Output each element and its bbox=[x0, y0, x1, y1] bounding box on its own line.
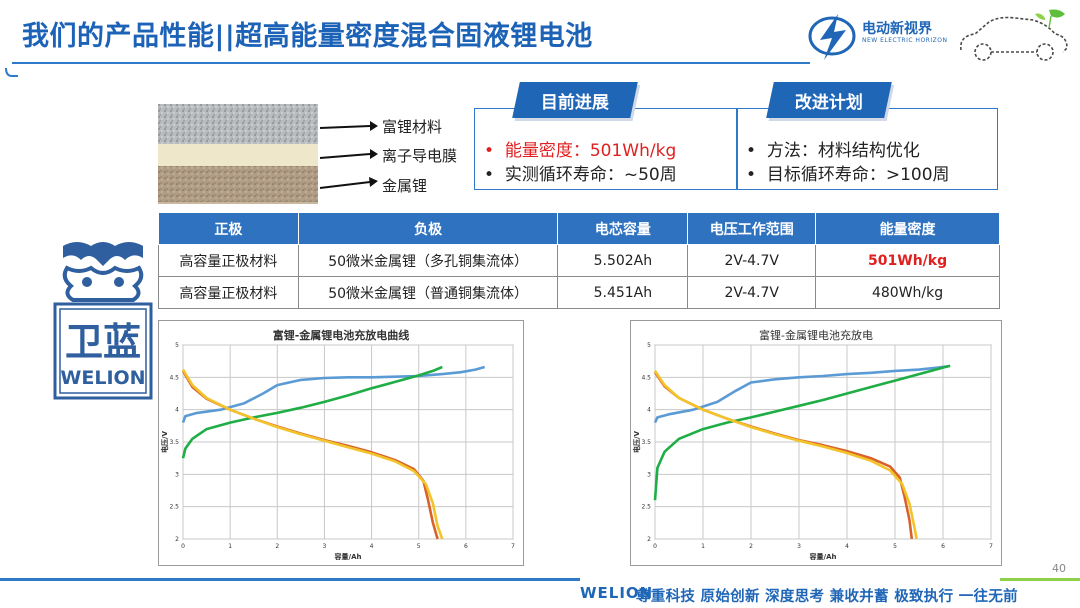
progress-item-cycle-life: • 实测循环寿命：~50周 bbox=[484, 165, 677, 185]
layer-label-lithium-metal: 金属锂 bbox=[382, 177, 428, 195]
x-axis-label: 容量/Ah bbox=[809, 552, 837, 561]
table-cell: 2V-4.7V bbox=[687, 244, 817, 277]
plan-item-method: • 方法：材料结构优化 bbox=[746, 141, 920, 161]
y-tick-label: 5 bbox=[647, 342, 651, 349]
svg-text:卫蓝: 卫蓝 bbox=[65, 320, 141, 364]
welion-seal-logo: 卫蓝 WELION bbox=[53, 242, 153, 400]
charge-discharge-chart-left: 富锂-金属锂电池充放电曲线 0 1 2 3 4 5 6 7 2 2.5 3 3.5 4 4.5 5 容量/Ah… bbox=[158, 320, 524, 566]
footer-line-blue bbox=[0, 578, 580, 581]
x-tick-label: 5 bbox=[417, 543, 421, 550]
column-header: 能量密度 bbox=[815, 212, 1000, 245]
y-tick-label: 3.5 bbox=[641, 439, 651, 446]
plan-badge: 改进计划 bbox=[766, 82, 892, 118]
y-tick-label: 5 bbox=[175, 342, 179, 349]
x-tick-label: 7 bbox=[511, 543, 515, 550]
y-tick-label: 2.5 bbox=[169, 504, 179, 511]
charge-discharge-chart-right: 富锂-金属锂电池充放电 0 1 2 3 4 5 6 7 2 2.5 3 3.5 4 4.5 5 容量/Ah 电压… bbox=[630, 320, 1002, 566]
page-title: 我们的产品性能||超高能量密度混合固液锂电池 bbox=[22, 21, 593, 52]
x-tick-label: 4 bbox=[845, 543, 849, 550]
chart-title: 富锂-金属锂电池充放电 bbox=[759, 329, 873, 342]
column-header: 电芯容量 bbox=[557, 212, 689, 245]
series-line bbox=[653, 370, 918, 540]
y-tick-label: 3 bbox=[647, 471, 651, 478]
panel-divider bbox=[736, 108, 738, 190]
series-line bbox=[181, 368, 444, 540]
table-row: 高容量正极材料 50微米金属锂（多孔铜集流体） 5.502Ah 2V-4.7V … bbox=[158, 244, 1000, 277]
plan-item-target: • 目标循环寿命：>100周 bbox=[746, 165, 950, 185]
chart-plot: 0 1 2 3 4 5 6 7 2 2.5 3 3.5 4 4.5 5 容量/Ah 电压/V bbox=[632, 342, 993, 561]
table-cell: 480Wh/kg bbox=[815, 276, 1000, 309]
chart-title: 富锂-金属锂电池充放电曲线 bbox=[272, 329, 410, 342]
table-cell: 高容量正极材料 bbox=[158, 244, 299, 277]
x-tick-label: 6 bbox=[941, 543, 945, 550]
table-cell: 2V-4.7V bbox=[687, 276, 817, 309]
y-axis-label: 电压/V bbox=[160, 430, 169, 453]
table-cell: 高容量正极材料 bbox=[158, 276, 299, 309]
x-tick-label: 1 bbox=[228, 543, 232, 550]
brand-name: 电动新视界 bbox=[862, 21, 932, 37]
y-tick-label: 2.5 bbox=[641, 504, 651, 511]
x-tick-label: 6 bbox=[464, 543, 468, 550]
x-tick-label: 4 bbox=[370, 543, 374, 550]
series-line bbox=[181, 365, 443, 459]
table-header-row: 正极 负极 电芯容量 电压工作范围 能量密度 bbox=[158, 212, 1000, 245]
layer-label-rich-lithium: 富锂材料 bbox=[382, 118, 443, 136]
layer-arrows bbox=[319, 121, 378, 189]
chart-plot: 0 1 2 3 4 5 6 7 2 2.5 3 3.5 4 4.5 5 容量/Ah 电压/V bbox=[160, 342, 515, 561]
page-number: 40 bbox=[1052, 562, 1066, 575]
x-tick-label: 7 bbox=[989, 543, 993, 550]
x-tick-label: 0 bbox=[181, 543, 185, 550]
series-line bbox=[653, 365, 948, 424]
title-underline bbox=[12, 62, 810, 64]
y-tick-label: 3.5 bbox=[169, 439, 179, 446]
y-tick-label: 2 bbox=[647, 536, 651, 543]
y-tick-label: 2 bbox=[175, 536, 179, 543]
table-cell: 50微米金属锂（多孔铜集流体） bbox=[297, 244, 559, 277]
series-line bbox=[653, 364, 951, 501]
spec-table: 正极 负极 电芯容量 电压工作范围 能量密度 高容量正极材料 50微米金属锂（多… bbox=[158, 212, 1000, 309]
svg-text:WELION: WELION bbox=[60, 367, 145, 389]
column-header: 负极 bbox=[297, 212, 559, 245]
y-tick-label: 4 bbox=[647, 407, 651, 414]
x-tick-label: 5 bbox=[893, 543, 897, 550]
footer-slogan: 尊重科技 原始创新 深度思考 兼收并蓄 极致执行 一往无前 bbox=[636, 589, 1018, 605]
table-row: 高容量正极材料 50微米金属锂（普通铜集流体） 5.451Ah 2V-4.7V … bbox=[158, 276, 1000, 309]
table-cell: 5.451Ah bbox=[557, 276, 689, 309]
y-tick-label: 4.5 bbox=[641, 374, 651, 381]
title-hook-decoration bbox=[5, 67, 18, 77]
progress-item-energy-density: • 能量密度：501Wh/kg bbox=[484, 141, 677, 161]
table-cell-highlight: 501Wh/kg bbox=[815, 244, 1000, 277]
table-cell: 50微米金属锂（普通铜集流体） bbox=[297, 276, 559, 309]
footer-logo: WELION bbox=[580, 584, 654, 602]
x-tick-label: 2 bbox=[749, 543, 753, 550]
electric-car-icon bbox=[959, 9, 1068, 61]
column-header: 正极 bbox=[158, 212, 299, 245]
y-axis-label: 电压/V bbox=[632, 430, 641, 453]
table-cell: 5.502Ah bbox=[557, 244, 689, 277]
column-header: 电压工作范围 bbox=[687, 212, 817, 245]
battery-layer-diagram bbox=[158, 104, 318, 204]
footer-line-green bbox=[1000, 578, 1080, 581]
brand-logo-icon bbox=[808, 14, 856, 60]
series-line bbox=[181, 365, 486, 424]
y-tick-label: 4.5 bbox=[169, 374, 179, 381]
x-tick-label: 2 bbox=[275, 543, 279, 550]
brand-tagline: NEW ELECTRIC HORIZON bbox=[862, 37, 948, 44]
y-tick-label: 4 bbox=[175, 407, 179, 414]
progress-badge: 目前进展 bbox=[512, 82, 638, 118]
layer-label-ion-membrane: 离子导电膜 bbox=[382, 147, 458, 165]
x-tick-label: 3 bbox=[797, 543, 801, 550]
x-axis-label: 容量/Ah bbox=[334, 552, 362, 561]
x-tick-label: 1 bbox=[701, 543, 705, 550]
y-tick-label: 3 bbox=[175, 471, 179, 478]
x-tick-label: 3 bbox=[323, 543, 327, 550]
x-tick-label: 0 bbox=[653, 543, 657, 550]
